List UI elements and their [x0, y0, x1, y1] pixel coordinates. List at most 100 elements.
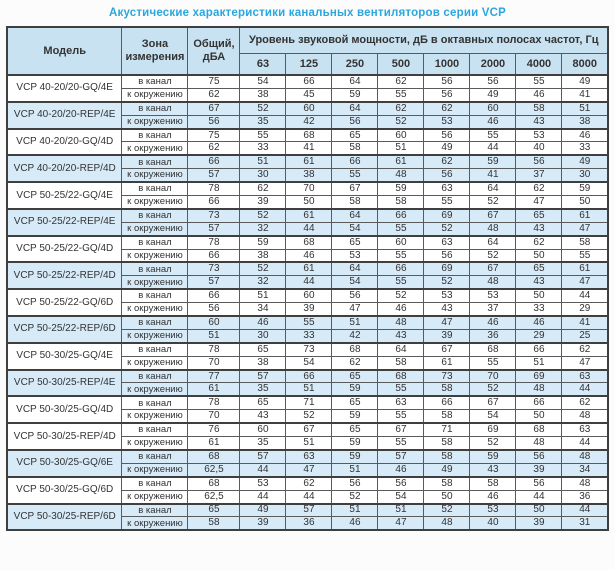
spl-value-cell: 46 — [377, 462, 425, 478]
spl-value-cell: 36 — [285, 516, 333, 531]
spl-value-cell: 69 — [469, 422, 517, 438]
col-header-sound-power: Уровень звуковой мощности, дБ в октавных… — [239, 26, 609, 54]
spl-value-cell: 49 — [561, 154, 609, 170]
spl-value-cell: 44 — [515, 489, 563, 505]
spl-value-cell: 56 — [377, 475, 425, 491]
zone-cell: в канал — [121, 422, 189, 438]
spl-value-cell: 53 — [331, 248, 379, 263]
frequency-header: 63 — [239, 52, 287, 76]
spl-value-cell: 49 — [423, 462, 471, 478]
col-header-zone: Зона измерения — [121, 26, 189, 76]
spl-value-cell: 60 — [377, 234, 425, 250]
spl-value-cell: 45 — [285, 87, 333, 103]
zone-cell: к окружению — [121, 248, 189, 263]
spl-value-cell: 58 — [423, 448, 471, 464]
spl-value-cell: 61 — [285, 261, 333, 277]
table-row: VCP 50-25/22-GQ/4E в канал 78 62 70 67 59 63 64 6… — [6, 181, 609, 210]
table-row: к окружению 66 39 50 58 58 55 52 47 50 — [7, 195, 609, 210]
spl-value-cell: 48 — [561, 409, 609, 424]
spl-value-cell: 73 — [285, 341, 333, 357]
spl-value-cell: 52 — [239, 261, 287, 277]
zone-cell: к окружению — [121, 409, 189, 424]
zone-cell: в канал — [121, 73, 189, 89]
spl-value-cell: 55 — [377, 87, 425, 103]
spl-value-cell: 60 — [469, 100, 517, 116]
spl-value-cell: 51 — [377, 141, 425, 156]
total-dba-cell: 56 — [187, 114, 241, 130]
spl-value-cell: 59 — [469, 448, 517, 464]
total-dba-cell: 78 — [187, 181, 241, 197]
spl-value-cell: 52 — [469, 195, 517, 210]
zone-cell: к окружению — [121, 302, 189, 317]
frequency-header: 4000 — [515, 52, 563, 76]
spl-value-cell: 48 — [515, 436, 563, 451]
spl-value-cell: 51 — [331, 315, 379, 330]
spl-value-cell: 58 — [377, 195, 425, 210]
spl-value-cell: 59 — [469, 154, 517, 170]
spl-value-cell: 58 — [331, 195, 379, 210]
frequency-header: 250 — [331, 52, 379, 76]
total-dba-cell: 68 — [187, 475, 241, 491]
spl-value-cell: 68 — [331, 341, 379, 357]
spl-value-cell: 41 — [285, 141, 333, 156]
spl-value-cell: 29 — [561, 302, 609, 317]
spl-value-cell: 33 — [515, 302, 563, 317]
spl-value-cell: 43 — [469, 462, 517, 478]
table-row: VCP 50-30/25-REP/6D в канал 65 49 57 51 51 52 53… — [6, 502, 609, 531]
spl-value-cell: 67 — [331, 181, 379, 197]
zone-cell: в канал — [121, 448, 189, 464]
spl-value-cell: 62 — [561, 395, 609, 411]
spl-value-cell: 55 — [377, 382, 425, 397]
spl-value-cell: 50 — [285, 195, 333, 210]
spl-value-cell: 51 — [331, 462, 379, 478]
spl-value-cell: 44 — [561, 288, 609, 304]
spl-value-cell: 40 — [469, 516, 517, 531]
total-dba-cell: 75 — [187, 127, 241, 143]
spl-value-cell: 55 — [285, 315, 333, 330]
spl-value-cell: 68 — [469, 341, 517, 357]
spl-value-cell: 50 — [515, 288, 563, 304]
model-cell: VCP 50-30/25-REP/4E — [6, 368, 123, 397]
spl-value-cell: 33 — [239, 141, 287, 156]
table-row: VCP 40-20/20-REP/4E в канал 67 52 60 64 62 62 60… — [6, 100, 609, 130]
table-row: VCP 50-25/22-GQ/4D в канал 78 59 68 65 60 63 64 6… — [6, 234, 609, 263]
spl-value-cell: 51 — [377, 502, 425, 518]
table-row: к окружению 58 39 36 46 47 48 40 39 31 — [7, 516, 609, 531]
spl-value-cell: 52 — [239, 207, 287, 223]
spl-value-cell: 65 — [331, 234, 379, 250]
spl-value-cell: 41 — [469, 168, 517, 183]
spl-value-cell: 60 — [239, 422, 287, 438]
spl-value-cell: 61 — [285, 154, 333, 170]
total-dba-cell: 78 — [187, 234, 241, 250]
spl-value-cell: 62 — [239, 181, 287, 197]
table-row: VCP 50-25/22-REP/6D в канал 60 46 55 51 48 47 46… — [6, 315, 609, 344]
spl-value-cell: 56 — [469, 73, 517, 89]
zone-cell: в канал — [121, 341, 189, 357]
spl-value-cell: 55 — [469, 127, 517, 143]
spl-value-cell: 44 — [561, 436, 609, 451]
zone-cell: к окружению — [121, 489, 189, 505]
spl-value-cell: 65 — [331, 395, 379, 411]
total-dba-cell: 70 — [187, 355, 241, 371]
spl-value-cell: 30 — [239, 168, 287, 183]
total-dba-cell: 66 — [187, 288, 241, 304]
frequency-header: 500 — [377, 52, 425, 76]
spl-value-cell: 29 — [515, 328, 563, 344]
zone-cell: к окружению — [121, 462, 189, 478]
spl-value-cell: 58 — [515, 100, 563, 116]
spl-value-cell: 34 — [561, 462, 609, 478]
spl-value-cell: 71 — [285, 395, 333, 411]
spl-value-cell: 66 — [515, 395, 563, 411]
spl-value-cell: 66 — [515, 341, 563, 357]
spl-value-cell: 67 — [423, 341, 471, 357]
table-row: VCP 40-20/20-REP/4D в канал 66 51 61 66 61 62 59… — [6, 154, 609, 183]
zone-cell: в канал — [121, 181, 189, 197]
spl-value-cell: 64 — [331, 73, 379, 89]
spl-value-cell: 46 — [469, 489, 517, 505]
spl-value-cell: 50 — [515, 248, 563, 263]
table-row: к окружению 62,5 44 47 51 46 49 43 39 34 — [7, 462, 609, 478]
total-dba-cell: 62,5 — [187, 462, 241, 478]
zone-cell: к окружению — [121, 141, 189, 156]
total-dba-cell: 77 — [187, 368, 241, 384]
zone-cell: к окружению — [121, 87, 189, 103]
